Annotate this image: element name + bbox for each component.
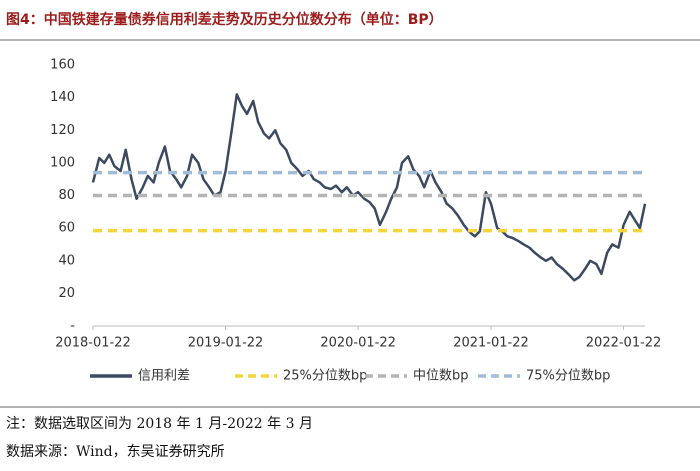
chart-title: 图4：中国铁建存量债券信用利差走势及历史分位数分布（单位：BP）	[6, 11, 443, 28]
y-tick-label: 120	[50, 123, 75, 138]
legend-label: 信用利差	[138, 369, 190, 384]
x-tick-label: 2021-01-22	[453, 336, 529, 351]
y-tick-label: 40	[58, 253, 75, 268]
legend-label: 25%分位数bp	[283, 369, 367, 384]
y-tick-label: 60	[58, 221, 75, 236]
note: 注：数据选取区间为 2018 年 1 月-2022 年 3 月	[6, 416, 313, 432]
x-tick-label: 2022-01-22	[586, 336, 662, 351]
y-tick-label: 140	[50, 90, 75, 105]
spread-line	[91, 93, 647, 282]
y-tick-label: 160	[50, 58, 75, 73]
y-tick-label: 100	[50, 155, 75, 170]
y-tick-label: 80	[58, 188, 75, 203]
legend-label: 中位数bp	[413, 369, 469, 384]
x-tick-label: 2020-01-22	[320, 336, 396, 351]
x-tick-label: 2018-01-22	[55, 336, 131, 351]
source: 数据来源：Wind，东吴证券研究所	[6, 444, 225, 460]
y-tick-label: 20	[58, 286, 75, 301]
legend-label: 75%分位数bp	[526, 369, 610, 384]
y-tick-label: -	[70, 319, 75, 334]
x-tick-label: 2019-01-22	[188, 336, 264, 351]
